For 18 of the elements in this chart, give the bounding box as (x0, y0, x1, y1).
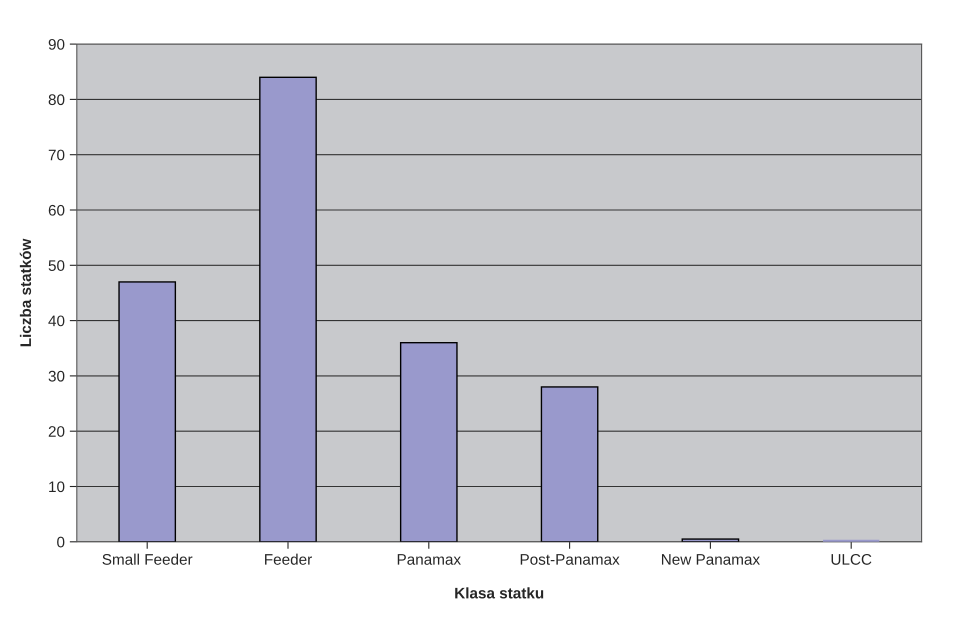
y-tick-label: 80 (48, 94, 64, 106)
x-tick-label: New Panamax (662, 554, 760, 565)
x-tick-label: Feeder (265, 554, 312, 565)
x-axis-title: Klasa statku (455, 587, 544, 599)
x-tick-label: Small Feeder (102, 554, 192, 565)
y-tick-label: 10 (49, 481, 64, 492)
y-axis-title: Liczba statków (20, 238, 32, 346)
y-tick-label: 40 (48, 315, 64, 326)
y-tick-label: 50 (48, 260, 64, 271)
x-tick-label: Post-Panamax (520, 554, 620, 565)
y-tick-label: 60 (48, 204, 64, 216)
x-tick-label: Panamax (398, 554, 461, 565)
y-tick-label: 70 (48, 150, 64, 160)
y-tick-label: 20 (48, 426, 64, 437)
y-tick-label: 30 (48, 370, 64, 382)
y-tick-label: 0 (57, 536, 64, 548)
y-tick-label: 90 (48, 38, 64, 50)
x-tick-label: ULCC (832, 554, 872, 565)
